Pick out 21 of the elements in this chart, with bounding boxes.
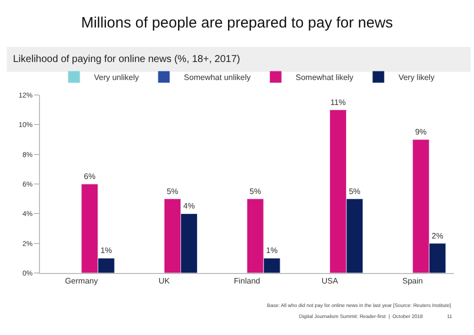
data-label: 9% (415, 128, 427, 136)
data-label: 4% (183, 202, 195, 211)
chart-title: Millions of people are prepared to pay for news (81, 14, 393, 32)
data-label: 5% (250, 186, 262, 196)
data-label: 6% (84, 172, 96, 181)
x-tick-label: Spain (402, 276, 423, 286)
x-tick-label: Germany (64, 276, 98, 286)
x-tick-label: Finland (234, 276, 260, 286)
data-label: 5% (166, 186, 178, 196)
data-label: 2% (432, 231, 444, 240)
data-label: 11% (330, 98, 346, 107)
x-tick-label: USA (322, 276, 339, 286)
legend-label: Somewhat unlikely (184, 73, 251, 82)
legend-label: Very likely (398, 73, 434, 82)
data-label: 5% (348, 186, 360, 196)
x-tick-label: UK (158, 276, 170, 286)
chart-subtitle: Likelihood of paying for online news (%, 18+, 2017) (13, 54, 240, 65)
legend-label: Somewhat likely (296, 73, 354, 82)
data-label: 1% (266, 246, 278, 256)
legend-label: Very unlikely (94, 73, 139, 82)
data-label: 1% (100, 246, 112, 256)
